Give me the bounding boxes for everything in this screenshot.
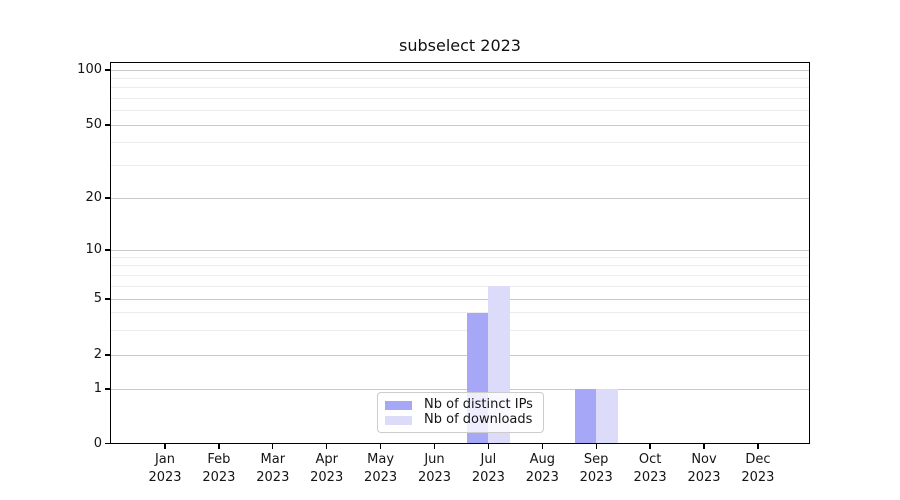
x-tick-mark bbox=[218, 444, 220, 449]
x-tick-label: Feb 2023 bbox=[187, 451, 251, 486]
x-tick-label: May 2023 bbox=[349, 451, 413, 486]
x-tick-mark bbox=[326, 444, 328, 449]
y-tick-mark bbox=[105, 298, 110, 300]
x-tick-label: Nov 2023 bbox=[672, 451, 736, 486]
x-tick-label: Jul 2023 bbox=[456, 451, 520, 486]
x-tick-month: Dec bbox=[745, 452, 771, 467]
legend-entry-distinct-ips: Nb of distinct IPs bbox=[385, 398, 537, 412]
x-tick-month: Jan bbox=[154, 452, 176, 467]
y-gridline-major bbox=[111, 69, 809, 71]
y-gridline-minor bbox=[111, 87, 809, 89]
x-tick-label: Sep 2023 bbox=[564, 451, 628, 486]
y-gridline-major bbox=[111, 298, 809, 300]
y-tick-label: 50 bbox=[85, 117, 102, 132]
x-tick-month: Jun bbox=[424, 452, 445, 467]
x-tick-month: Feb bbox=[207, 452, 231, 467]
x-tick-mark bbox=[487, 444, 490, 449]
y-gridline-minor bbox=[111, 165, 809, 167]
y-gridline-minor bbox=[111, 265, 809, 267]
x-tick-year: 2023 bbox=[525, 469, 559, 485]
x-tick-mark bbox=[379, 444, 382, 449]
y-gridline-minor bbox=[111, 285, 809, 287]
x-tick-mark bbox=[757, 444, 759, 449]
x-tick-mark bbox=[164, 444, 166, 449]
x-tick-month: Sep bbox=[583, 452, 609, 467]
x-tick-year: 2023 bbox=[417, 469, 452, 485]
x-tick-label: Dec 2023 bbox=[726, 451, 790, 486]
y-tick-label: 1 bbox=[93, 381, 102, 396]
y-gridline-major bbox=[111, 249, 809, 251]
x-tick-year: 2023 bbox=[256, 469, 290, 485]
x-tick-year: 2023 bbox=[310, 469, 344, 485]
x-tick-mark bbox=[433, 444, 436, 449]
y-gridline-minor bbox=[111, 256, 809, 258]
x-tick-month: Oct bbox=[638, 452, 662, 467]
y-gridline-minor bbox=[111, 97, 809, 99]
x-tick-year: 2023 bbox=[148, 469, 182, 485]
y-gridline-minor bbox=[111, 77, 809, 79]
x-tick-month: Nov bbox=[691, 452, 717, 467]
x-tick-label: Aug 2023 bbox=[510, 451, 574, 486]
y-tick-label: 5 bbox=[93, 291, 102, 306]
x-tick-mark bbox=[272, 444, 274, 449]
x-tick-mark bbox=[703, 444, 705, 449]
x-tick-label: Mar 2023 bbox=[241, 451, 305, 486]
y-tick-mark bbox=[105, 249, 110, 251]
y-tick-mark bbox=[105, 442, 110, 445]
x-tick-year: 2023 bbox=[471, 469, 505, 485]
x-tick-label: Jun 2023 bbox=[403, 451, 467, 486]
y-gridline-minor bbox=[111, 274, 809, 276]
x-tick-month: Mar bbox=[260, 452, 286, 467]
legend: Nb of distinct IPs Nb of downloads bbox=[377, 392, 544, 433]
x-tick-year: 2023 bbox=[633, 469, 667, 485]
plot-border bbox=[110, 62, 810, 444]
y-gridline-minor bbox=[111, 312, 809, 314]
y-gridline-minor bbox=[111, 110, 809, 112]
x-tick-month: Jul bbox=[480, 452, 497, 467]
y-gridline-major bbox=[111, 197, 809, 199]
x-tick-label: Jan 2023 bbox=[133, 451, 197, 486]
y-tick-mark bbox=[105, 197, 110, 199]
y-tick-mark bbox=[105, 124, 110, 126]
chart-title: subselect 2023 bbox=[399, 36, 521, 55]
y-gridline-major bbox=[111, 388, 809, 390]
bar-downloads bbox=[596, 389, 618, 443]
legend-label-downloads: Nb of downloads bbox=[424, 412, 533, 427]
x-tick-year: 2023 bbox=[687, 469, 721, 485]
x-tick-mark bbox=[595, 444, 597, 449]
legend-label-distinct-ips: Nb of distinct IPs bbox=[424, 397, 533, 412]
x-tick-month: May bbox=[367, 452, 395, 467]
legend-swatch-downloads bbox=[385, 415, 412, 425]
x-tick-year: 2023 bbox=[364, 469, 398, 485]
x-tick-mark bbox=[649, 444, 651, 449]
x-tick-year: 2023 bbox=[579, 469, 613, 485]
y-tick-mark bbox=[105, 69, 110, 71]
bar-distinct-ips bbox=[574, 389, 597, 443]
y-tick-label: 2 bbox=[93, 347, 102, 362]
legend-entry-downloads: Nb of downloads bbox=[385, 413, 537, 427]
y-tick-mark bbox=[105, 354, 110, 356]
y-tick-label: 20 bbox=[85, 190, 102, 205]
x-tick-label: Oct 2023 bbox=[618, 451, 682, 486]
y-gridline-minor bbox=[111, 329, 809, 331]
y-gridline-major bbox=[111, 124, 809, 126]
y-gridline-minor bbox=[111, 142, 809, 144]
x-tick-month: Apr bbox=[315, 452, 338, 467]
y-tick-label: 0 bbox=[93, 435, 102, 451]
x-tick-mark bbox=[541, 444, 543, 449]
y-tick-label: 100 bbox=[77, 62, 102, 77]
x-tick-year: 2023 bbox=[202, 469, 236, 485]
legend-swatch-distinct-ips bbox=[385, 400, 412, 410]
y-gridline-major bbox=[111, 354, 809, 356]
x-tick-month: Aug bbox=[529, 452, 555, 467]
x-tick-label: Apr 2023 bbox=[295, 451, 359, 486]
x-tick-year: 2023 bbox=[741, 469, 775, 485]
y-tick-label: 10 bbox=[85, 242, 102, 257]
y-tick-mark bbox=[105, 388, 110, 390]
